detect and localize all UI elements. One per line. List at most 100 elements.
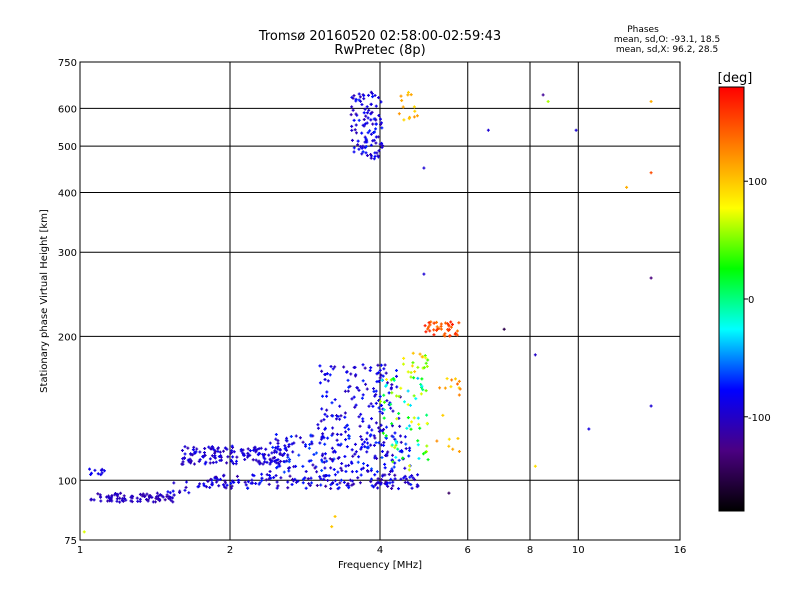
data-point [204, 460, 208, 464]
data-point [155, 491, 159, 495]
data-point [370, 110, 374, 114]
data-point [142, 495, 146, 499]
data-point [218, 450, 222, 454]
data-point [264, 447, 268, 451]
data-point [449, 320, 453, 324]
data-point [320, 458, 324, 462]
data-point [276, 461, 280, 465]
data-point [361, 123, 365, 127]
data-point [369, 477, 373, 481]
data-point [307, 446, 311, 450]
data-point [406, 93, 410, 97]
data-point [89, 498, 93, 502]
data-point [180, 448, 184, 452]
data-point [457, 321, 461, 325]
data-point [286, 486, 290, 490]
data-point [146, 498, 150, 502]
data-point [331, 481, 335, 485]
data-point [380, 450, 384, 454]
data-point [318, 441, 322, 445]
data-point [168, 491, 172, 495]
data-point [357, 455, 361, 459]
data-point [416, 473, 420, 477]
data-point [267, 482, 271, 486]
data-point [382, 400, 386, 404]
data-point [366, 93, 370, 97]
data-point [397, 112, 401, 116]
data-point [214, 475, 218, 479]
data-point [276, 484, 280, 488]
data-point [246, 451, 250, 455]
data-point [649, 100, 653, 104]
data-point [361, 150, 365, 154]
data-point [316, 426, 320, 430]
data-point [368, 369, 372, 373]
data-point [395, 417, 399, 421]
data-point [255, 448, 259, 452]
data-point [450, 323, 454, 327]
data-point [374, 401, 378, 405]
data-point [397, 487, 401, 491]
data-point [397, 394, 401, 398]
data-point [258, 481, 262, 485]
data-point [287, 469, 291, 473]
data-point [354, 450, 358, 454]
data-point [258, 461, 262, 465]
data-point [171, 500, 175, 504]
data-point [361, 417, 365, 421]
data-point [309, 459, 313, 463]
data-point [239, 449, 243, 453]
data-point [359, 473, 363, 477]
data-point [354, 97, 358, 101]
data-point [213, 456, 217, 460]
data-point [376, 486, 380, 490]
data-point [353, 374, 357, 378]
data-point [343, 389, 347, 393]
data-point [323, 466, 327, 470]
data-point [322, 474, 326, 478]
data-point [361, 363, 365, 367]
data-point [197, 459, 201, 463]
data-point [257, 459, 261, 463]
y-tick-label: 100 [58, 476, 77, 487]
data-point [323, 442, 327, 446]
data-point [301, 481, 305, 485]
data-point [374, 141, 378, 145]
data-point [378, 142, 382, 146]
data-point [403, 435, 407, 439]
data-point [386, 450, 390, 454]
data-point [294, 480, 298, 484]
data-point [408, 475, 412, 479]
data-points [82, 90, 653, 534]
data-point [416, 376, 420, 380]
data-point [236, 478, 240, 482]
data-point [420, 384, 424, 388]
data-point [235, 474, 239, 478]
data-point [391, 453, 395, 457]
data-point [365, 111, 369, 115]
data-point [334, 417, 338, 421]
data-point [384, 482, 388, 486]
data-point [447, 491, 451, 495]
data-point [372, 138, 376, 142]
data-point [347, 434, 351, 438]
colorbar [718, 86, 745, 512]
data-point [358, 424, 362, 428]
data-point [330, 401, 334, 405]
data-point [422, 166, 426, 170]
data-point [225, 461, 229, 465]
data-point [357, 388, 361, 392]
data-point [399, 386, 403, 390]
data-point [322, 477, 326, 481]
data-point [189, 459, 193, 463]
data-point [374, 441, 378, 445]
data-point [274, 437, 278, 441]
data-point [372, 157, 376, 161]
data-point [217, 455, 221, 459]
x-tick-label: 8 [527, 545, 533, 556]
x-tick-label: 16 [674, 545, 687, 556]
data-point [365, 140, 369, 144]
data-point [414, 397, 418, 401]
data-point [435, 327, 439, 331]
